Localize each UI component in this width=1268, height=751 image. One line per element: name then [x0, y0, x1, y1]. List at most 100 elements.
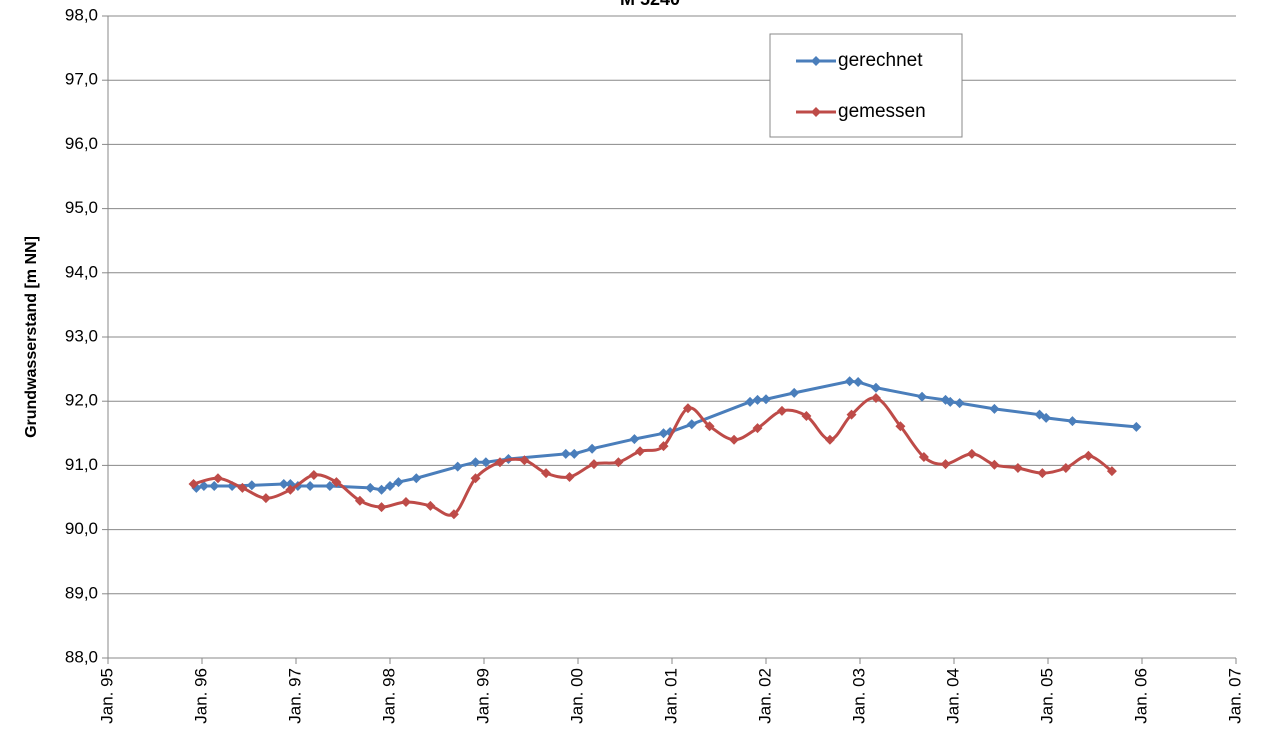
data-point	[658, 441, 669, 452]
data-point	[613, 457, 624, 468]
data-point	[480, 457, 491, 468]
data-point	[188, 479, 199, 490]
data-point	[940, 459, 951, 470]
data-point	[801, 410, 812, 421]
legend-box	[769, 33, 963, 138]
data-point	[870, 382, 881, 393]
y-axis-label: Grundwasserstand [m NN]	[23, 236, 40, 438]
data-point	[945, 396, 956, 407]
data-point	[1106, 466, 1117, 477]
data-point	[285, 479, 296, 490]
data-point	[846, 409, 857, 420]
data-point	[400, 496, 411, 507]
data-point	[470, 473, 481, 484]
y-tick-label: 98,0	[65, 5, 98, 24]
data-point	[629, 434, 640, 445]
data-point	[541, 468, 552, 479]
data-point	[704, 421, 715, 432]
data-point	[212, 473, 223, 484]
legend: gerechnet gemessen	[769, 33, 963, 138]
data-point	[1060, 462, 1071, 473]
y-tick-label: 97,0	[65, 70, 98, 89]
data-point	[569, 448, 580, 459]
data-point	[365, 482, 376, 493]
data-point	[635, 446, 646, 457]
data-point	[470, 457, 481, 468]
data-point	[260, 493, 271, 504]
data-point	[686, 419, 697, 430]
x-tick-label: Jan. 05	[1037, 668, 1056, 724]
y-tick-label: 89,0	[65, 583, 98, 602]
chart-title: M 5240	[620, 0, 680, 9]
data-point	[308, 470, 319, 481]
x-tick-label: Jan. 03	[849, 668, 868, 724]
data-point	[587, 443, 598, 454]
x-tick-label: Jan. 99	[473, 668, 492, 724]
data-point	[752, 394, 763, 405]
data-point	[385, 480, 395, 491]
y-tick-label: 90,0	[65, 519, 98, 538]
data-point	[393, 477, 404, 488]
data-point	[1083, 450, 1094, 461]
data-point	[917, 391, 928, 402]
x-tick-label: Jan. 01	[661, 668, 680, 724]
data-point	[324, 480, 335, 491]
x-tick-label: Jan. 00	[567, 668, 586, 724]
data-point	[918, 452, 929, 463]
y-tick-label: 93,0	[65, 326, 98, 345]
data-point	[682, 403, 693, 414]
data-point	[354, 495, 365, 506]
data-point	[658, 428, 669, 439]
y-tick-label: 91,0	[65, 455, 98, 474]
data-point	[494, 457, 505, 468]
data-point	[519, 455, 530, 466]
legend-marker	[811, 107, 821, 117]
data-point	[448, 509, 459, 520]
data-point	[761, 394, 771, 405]
data-point	[425, 500, 436, 511]
data-point	[776, 405, 787, 416]
series-line	[195, 379, 1137, 492]
data-point	[752, 423, 763, 434]
data-point	[1067, 416, 1078, 427]
data-point	[870, 392, 881, 403]
x-tick-label: Jan. 06	[1131, 668, 1150, 724]
data-point	[1037, 468, 1048, 479]
data-point	[1041, 412, 1052, 423]
y-tick-label: 96,0	[65, 134, 98, 153]
x-tick-label: Jan. 96	[191, 668, 210, 724]
data-point	[452, 461, 463, 472]
x-tick-label: Jan. 07	[1225, 668, 1244, 724]
legend-label: gemessen	[838, 101, 926, 122]
y-tick-label: 88,0	[65, 647, 98, 666]
x-tick-label: Jan. 04	[943, 668, 962, 724]
legend-label: gerechnet	[838, 50, 923, 71]
data-point	[376, 502, 387, 513]
data-point	[729, 434, 740, 445]
data-point	[789, 387, 800, 398]
data-point	[564, 471, 575, 482]
y-tick-label: 92,0	[65, 391, 98, 410]
y-tick-label: 95,0	[65, 198, 98, 217]
data-point	[1131, 421, 1142, 432]
data-point	[588, 459, 599, 470]
data-point	[278, 479, 289, 490]
data-point	[305, 480, 316, 491]
data-point	[285, 484, 296, 495]
data-point	[1012, 462, 1023, 473]
data-point	[824, 434, 835, 445]
data-point	[376, 484, 387, 495]
data-point	[989, 403, 1000, 414]
x-tick-label: Jan. 95	[97, 668, 116, 724]
x-tick-label: Jan. 98	[379, 668, 398, 724]
data-point	[844, 376, 855, 387]
data-point	[560, 448, 571, 459]
data-point	[989, 459, 1000, 470]
data-point	[895, 421, 906, 432]
data-point	[966, 448, 977, 459]
data-point	[853, 376, 864, 387]
y-tick-label: 94,0	[65, 262, 98, 281]
data-point	[209, 480, 220, 491]
